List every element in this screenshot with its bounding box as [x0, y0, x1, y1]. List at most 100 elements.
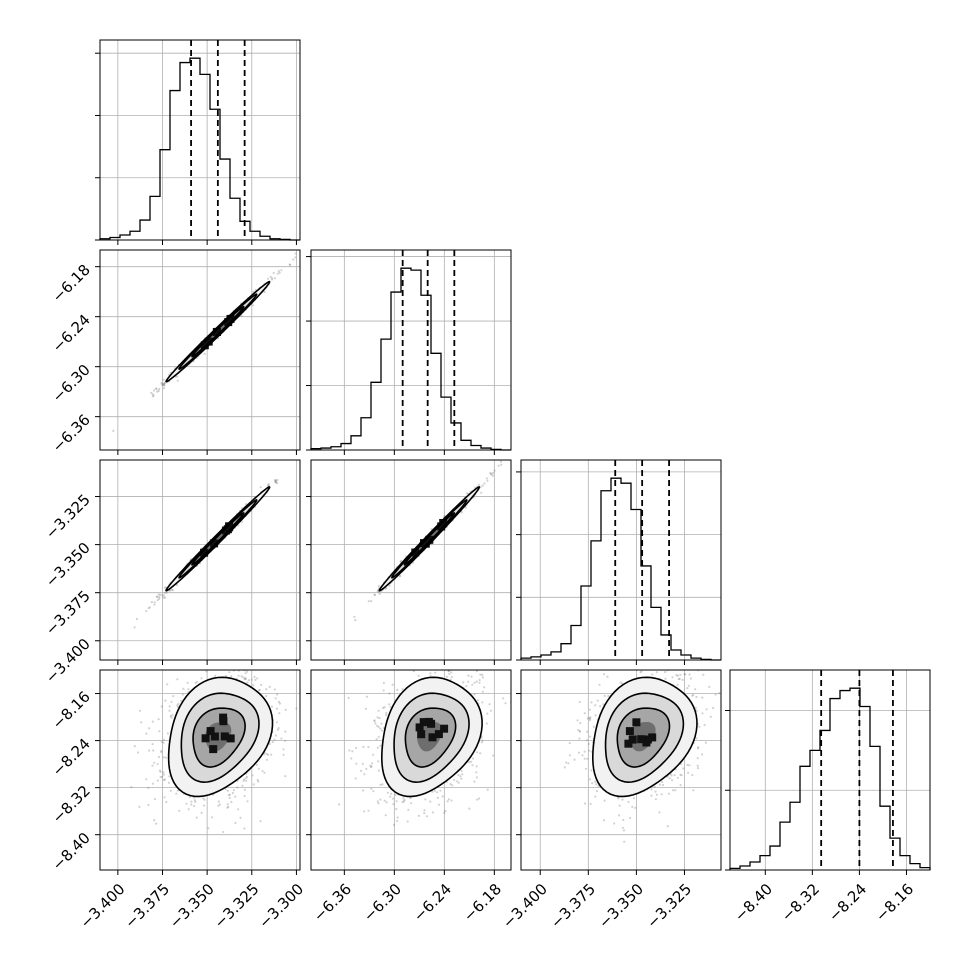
sample-point — [193, 804, 196, 808]
sample-point — [388, 692, 391, 695]
sample-point — [242, 779, 245, 782]
sample-point — [152, 749, 155, 752]
sample-point — [162, 596, 165, 599]
scatter-panel-3-1 — [99, 459, 301, 661]
sample-point — [377, 802, 380, 805]
sample-point — [382, 706, 385, 710]
panel-frame — [99, 39, 301, 241]
sample-point — [443, 811, 446, 815]
sample-point — [709, 715, 712, 719]
sample-point — [392, 823, 396, 827]
sample-point — [205, 670, 208, 673]
sample-point — [696, 757, 699, 760]
sample-point — [240, 656, 242, 658]
y-tick-label: −3.400 — [42, 635, 94, 687]
sample-point — [598, 683, 601, 686]
sample-point — [402, 797, 405, 800]
sample-point — [396, 819, 399, 823]
sample-point — [153, 603, 156, 606]
sample-point — [158, 596, 161, 599]
sample-point — [453, 778, 456, 782]
sample-point — [628, 816, 632, 820]
sample-point — [367, 809, 370, 812]
sample-point — [688, 764, 691, 767]
sample-point — [486, 712, 489, 715]
sample-point — [194, 656, 196, 658]
sample-point — [563, 766, 566, 769]
sample-point — [467, 680, 470, 683]
sample-point — [196, 680, 199, 683]
sample-point — [379, 744, 382, 747]
sample-point — [371, 762, 374, 765]
sample-point — [370, 765, 373, 768]
sample-point — [181, 693, 184, 696]
sample-point — [460, 511, 463, 514]
contour-line — [616, 707, 671, 768]
sample-point — [295, 707, 298, 710]
sample-point — [202, 797, 205, 800]
sample-point — [161, 382, 164, 385]
sample-point — [401, 688, 404, 691]
sample-point — [382, 689, 385, 692]
sample-point — [436, 796, 439, 799]
sample-point — [390, 792, 393, 795]
sample-point — [590, 769, 593, 772]
sample-point — [380, 729, 384, 732]
density-bin — [226, 734, 235, 743]
sample-point — [163, 591, 167, 595]
sample-point — [589, 716, 592, 719]
sample-point — [678, 677, 681, 681]
sample-point — [163, 586, 166, 589]
y-tick-label: −6.36 — [49, 411, 94, 456]
sample-point — [294, 256, 297, 259]
sample-point — [414, 662, 416, 664]
sample-point — [473, 681, 476, 684]
sample-point — [163, 382, 166, 385]
sample-point — [162, 741, 165, 744]
sample-point — [460, 769, 463, 773]
sample-point — [630, 630, 632, 632]
x-tick-label: −3.400 — [77, 880, 129, 932]
sample-point — [370, 787, 373, 790]
sample-point — [592, 725, 596, 728]
sample-point — [723, 692, 725, 694]
sample-point — [490, 472, 493, 475]
sample-point — [460, 777, 463, 780]
sample-point — [162, 771, 165, 774]
sample-point — [578, 730, 581, 733]
sample-point — [235, 650, 237, 652]
sample-point — [447, 670, 450, 673]
histogram-step-line — [310, 267, 511, 451]
sample-point — [240, 314, 243, 318]
sample-point — [456, 780, 459, 783]
sample-point — [163, 778, 166, 782]
sample-point — [424, 798, 427, 801]
scatter-panel-4-1 — [99, 650, 301, 871]
sample-point — [280, 269, 283, 272]
x-tick-label: −8.40 — [731, 880, 776, 925]
sample-point — [218, 803, 221, 806]
sample-point — [176, 678, 179, 681]
sample-point — [602, 703, 605, 706]
y-tick-label: −3.375 — [42, 587, 94, 639]
sample-point — [642, 661, 644, 663]
sample-point — [478, 681, 481, 684]
sample-point — [486, 479, 489, 482]
sample-point — [479, 673, 482, 676]
sample-point — [159, 593, 162, 596]
sample-point — [153, 761, 156, 764]
sample-point — [252, 304, 255, 307]
sample-point — [655, 793, 659, 796]
sample-point — [227, 805, 230, 809]
sample-point — [724, 697, 726, 699]
sample-point — [667, 792, 671, 795]
sample-point — [658, 655, 660, 657]
panel-contents — [100, 460, 300, 660]
sample-point — [385, 711, 388, 715]
sample-point — [244, 678, 247, 681]
sample-point — [250, 678, 253, 681]
sample-point — [160, 751, 163, 754]
sample-point — [481, 484, 484, 487]
y-tick-label: −6.18 — [49, 261, 94, 306]
sample-point — [284, 739, 287, 742]
